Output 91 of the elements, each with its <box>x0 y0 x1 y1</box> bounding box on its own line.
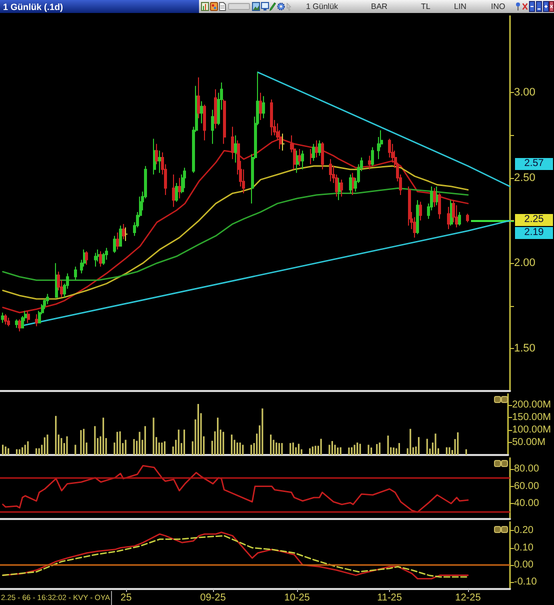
candlestick <box>329 158 332 182</box>
candlestick <box>447 206 450 230</box>
text: LIN <box>454 1 466 13</box>
candlestick <box>318 140 321 156</box>
text: 2.19 <box>515 227 553 239</box>
candlestick <box>408 186 411 226</box>
candlestick <box>85 250 88 266</box>
candlestick <box>458 212 461 226</box>
candlestick <box>433 188 436 208</box>
line-series <box>2 165 469 300</box>
candlestick <box>74 266 77 281</box>
candlestick <box>340 179 343 198</box>
y-tick-label: 2.00 <box>514 257 536 270</box>
candlestick <box>270 99 273 136</box>
candlestick <box>102 252 105 266</box>
candlestick <box>203 104 206 141</box>
candlestick <box>211 109 214 144</box>
candlestick <box>46 293 49 305</box>
candlestick <box>122 223 125 240</box>
candlestick <box>262 96 265 119</box>
candlestick <box>1 312 4 324</box>
candlestick <box>368 155 371 170</box>
candlestick <box>371 146 374 166</box>
candlestick <box>55 262 58 298</box>
x-tick-label: 09-25 <box>200 592 226 604</box>
candlestick <box>155 143 158 165</box>
candlestick <box>178 177 181 199</box>
y-tick-label: 60.00 <box>514 480 540 492</box>
line-series <box>2 187 469 281</box>
y-tick-label: 1.50 <box>514 342 536 354</box>
y-tick-label: -0.10 <box>514 576 538 588</box>
candlestick <box>296 150 299 174</box>
candlestick <box>349 174 352 194</box>
text: 2.25 <box>515 214 553 226</box>
candlestick <box>4 314 7 326</box>
candlestick <box>301 150 304 170</box>
candlestick <box>7 317 10 327</box>
candlestick <box>175 182 178 202</box>
text: 2.57 <box>515 158 553 170</box>
text: 1 Günlük <box>306 1 338 13</box>
candlestick <box>94 252 97 268</box>
y-tick-label: 200.00M <box>512 400 552 411</box>
candlestick <box>125 226 128 242</box>
y-tick-label: 3.00 <box>514 86 536 99</box>
candlestick <box>282 133 285 152</box>
candlestick <box>153 138 156 176</box>
y-tick-label: 150.00M <box>512 412 552 424</box>
candlestick <box>438 192 441 220</box>
candlestick <box>312 143 315 162</box>
candlestick <box>99 250 102 268</box>
x-tick-label: 10-25 <box>284 592 310 604</box>
candlestick <box>259 92 262 120</box>
y-tick-label: 100.00M <box>512 424 552 436</box>
text: BAR <box>371 1 388 13</box>
y-tick-label: 50.00M <box>512 437 546 448</box>
candlestick <box>338 177 341 201</box>
text: INO <box>491 1 506 13</box>
y-tick-label: 2.50 <box>514 172 536 184</box>
candlestick <box>315 140 318 158</box>
y-tick-label: 80.00 <box>514 464 540 475</box>
text: TL <box>421 1 430 13</box>
x-tick-label: 12-25 <box>455 592 482 604</box>
candlestick <box>310 148 313 165</box>
candlestick <box>18 318 21 332</box>
candlestick <box>200 100 203 124</box>
candlestick <box>15 318 18 328</box>
x-tick-label: 25 <box>120 592 132 604</box>
candlestick <box>234 134 237 164</box>
candlestick <box>298 148 301 166</box>
y-tick-label: 0.00 <box>514 559 534 570</box>
candlestick <box>113 235 116 254</box>
candlestick <box>35 314 38 327</box>
candlestick <box>436 186 439 206</box>
line-series <box>2 465 469 513</box>
candlestick <box>416 200 419 235</box>
candlestick <box>119 225 122 247</box>
y-tick-label: 0.20 <box>514 525 534 536</box>
y-tick-label: 40.00 <box>514 498 540 510</box>
candlestick <box>321 142 324 170</box>
candlestick <box>197 76 200 119</box>
candlestick <box>466 213 469 223</box>
candlestick <box>158 150 161 174</box>
chart-title: 1 Günlük (.1d) <box>3 1 64 13</box>
candlestick <box>223 99 226 144</box>
x-tick-label: 11-25 <box>377 592 402 604</box>
candlestick <box>419 201 422 222</box>
candlestick <box>352 172 355 196</box>
candlestick <box>172 174 175 208</box>
candlestick <box>116 232 119 250</box>
y-tick-label: 0.10 <box>514 542 534 554</box>
candlestick <box>214 88 217 129</box>
